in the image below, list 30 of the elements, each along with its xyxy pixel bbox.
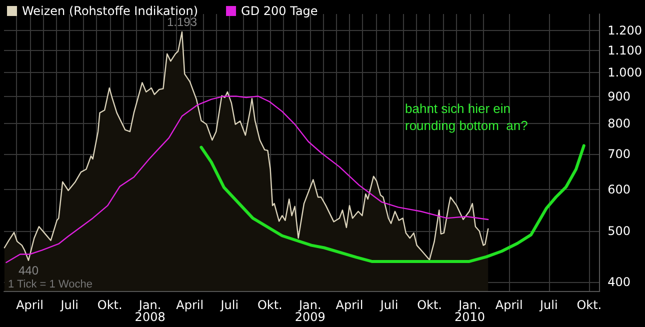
x-tick-label: Juli [379, 298, 398, 312]
y-tick-label: 1.200 [608, 24, 642, 38]
annotation: bahnt sich hier ein rounding bottom an? [405, 101, 528, 133]
legend-label: Weizen (Rohstoffe Indikation) [22, 4, 198, 18]
y-tick-label: 600 [608, 182, 631, 196]
x-tick-label: Okt. [257, 298, 282, 312]
x-tick-label: Okt. [576, 298, 602, 312]
annotation: 1 Tick = 1 Woche [8, 278, 92, 290]
y-tick-label: 800 [608, 116, 631, 130]
y-tick-label: 900 [608, 89, 631, 104]
x-tick-label: Juli [539, 298, 558, 312]
x-tick-label: Okt. [97, 298, 122, 312]
y-tick-label: 400 [608, 275, 631, 290]
x-tick-label: April [495, 298, 523, 312]
y-tick-label: 500 [608, 224, 631, 238]
x-tick-label: April [16, 298, 44, 312]
y-tick-label: 1.000 [608, 65, 642, 80]
x-tick-label: Okt. [417, 298, 442, 312]
x-tick-label: Juli [220, 298, 239, 312]
line-series [200, 144, 586, 263]
x-tick-label: April [336, 298, 364, 312]
legend-label: GD 200 Tage [241, 4, 318, 18]
x-tick-label: Jan. 2008 [134, 298, 166, 324]
x-tick-label: April [176, 298, 204, 312]
x-tick-label: Jan. 2009 [294, 298, 326, 324]
x-tick-label: Jan. 2010 [454, 298, 486, 324]
x-tick-label: Juli [60, 298, 79, 312]
annotation: 440 [18, 263, 39, 278]
y-tick-label: 1.100 [608, 44, 642, 58]
y-tick-label: 700 [608, 147, 631, 162]
